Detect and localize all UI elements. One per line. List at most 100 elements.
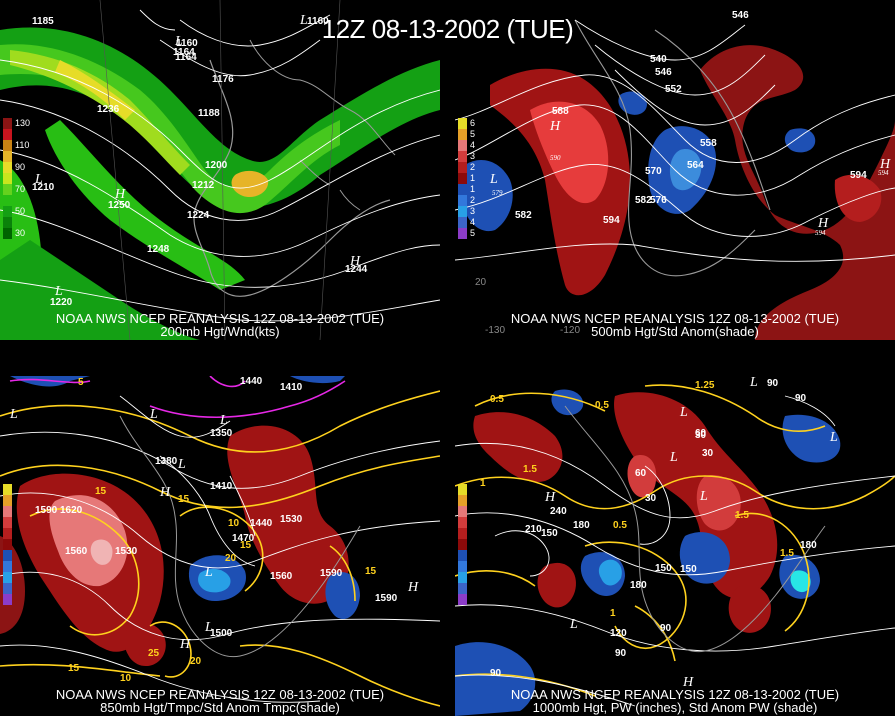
contour-label: 1160 [307,16,329,27]
colorbar-swatch [458,506,467,517]
contour-label: 1160 [176,38,198,49]
grid-label: -130 [485,325,505,336]
colorbar-label: 2 [470,195,476,205]
contour-label: 1200 [205,160,228,171]
contour-label: 1590 [35,505,58,516]
colorbar-label: 1 [470,173,476,183]
contour-label: 1440 [240,376,263,387]
colorbar-swatch [458,550,467,561]
isotherm-label: 20 [225,553,237,564]
contour-label: 1210 [32,182,55,193]
colorbar-swatch [458,484,467,495]
contour-label: 60 [635,468,647,479]
contour-label: 1590 [375,593,398,604]
contour-label: 1185 [32,16,54,27]
panel-1000mb: 90 90 60 30 60 30 240 210 180 150 180 90 120 150 150 90… [455,376,895,716]
contour-label: 540 [650,54,667,65]
map-850mb [0,376,440,707]
contour-label: 1164 [175,52,197,63]
colorbar-swatch [458,118,467,129]
pressure-center-label: L [177,457,186,472]
pressure-center-label: H [549,119,561,134]
colorbar-swatch [458,173,467,184]
contour-label: 582 [515,210,532,221]
contour-label: 1244 [345,264,368,275]
pressure-center-label: L [569,617,578,632]
pressure-center-label: L [749,376,758,390]
contour-label: 546 [655,67,672,78]
contour-label: 30 [645,493,657,504]
pressure-center-label: L [204,565,213,580]
pressure-center-value: 594 [815,229,826,237]
pressure-center-label: H [159,485,171,500]
colorbar-swatch [458,561,467,572]
colorbar-swatch [458,583,467,594]
grid-label: 20 [475,277,487,288]
contour-label: 1188 [198,108,220,119]
contour-label: 150 [655,563,672,574]
pressure-center-label: L [149,407,158,422]
colorbar-swatch [3,118,12,129]
colorbar-swatch [3,217,12,228]
colorbar-swatch [3,129,12,140]
contour-label: 594 [603,215,620,226]
colorbar-label: 1 [470,184,476,194]
contour-label: 210 [525,524,542,535]
colorbar-swatch [458,217,467,228]
contour-label: 582 [635,195,652,206]
pressure-center-label: L [219,413,228,428]
pw-contour-label: 0.5 [595,400,609,411]
contour-label: 1248 [147,244,170,255]
isotherm-label: 10 [228,518,240,529]
isotherm-label: 5 [78,377,84,388]
contour-label: 90 [767,378,779,389]
pw-contour-label: 1.5 [735,510,749,521]
caption-source: NOAA NWS NCEP REANALYSIS 12Z 08-13-2002 … [55,687,385,702]
pressure-center-label: H [407,580,419,595]
pw-contour-label: 0.5 [613,520,627,531]
colorbar-swatch [458,129,467,140]
contour-label: 1236 [97,104,120,115]
colorbar-swatch [3,184,12,195]
colorbar-temp-anomaly [3,484,13,605]
contour-label: 1350 [210,428,233,439]
colorbar-label: 2 [470,162,476,172]
colorbar-swatch [458,528,467,539]
contour-label: 576 [650,195,667,206]
isotherm-label: 15 [68,663,80,674]
pw-contour-label: 1.5 [780,548,794,559]
pressure-center-label: H [682,675,694,690]
pressure-center-value: 590 [550,154,561,162]
pressure-center-label: H [114,187,126,202]
colorbar-wind: 130 110 90 70 50 30 [3,118,30,239]
contour-label: 1530 [280,514,303,525]
contour-label: 90 [660,623,672,634]
caption-source: NOAA NWS NCEP REANALYSIS 12Z 08-13-2002 … [510,687,840,702]
contour-label: 1560 [270,571,293,582]
panel-500mb: 546 540 546 552 588 558 570 564 582 576 594 582 594 H… [455,0,895,340]
colorbar-label: 70 [15,184,26,194]
pressure-center-label: H [349,254,361,269]
pressure-center-label: L [489,172,498,187]
contour-label: 1212 [192,180,215,191]
pw-contour-label: 1.5 [523,464,537,475]
colorbar-swatch [458,228,467,239]
colorbar-label: 50 [15,206,26,216]
colorbar-swatch [3,206,12,217]
labels-500mb: 546540546552588558570564582576594582594H… [475,10,891,336]
colorbar-swatch [3,228,12,239]
colorbar-swatch [3,140,12,151]
contour-label: 1620 [60,505,83,516]
colorbar-swatch [3,173,12,184]
contour-label: 30 [695,430,707,441]
colorbar-swatch [3,528,12,539]
isotherm-label: 25 [148,648,160,659]
pw-contour-label: 0.5 [490,394,504,405]
panel-850mb: 1440 1410 1350 1380 1590 1620 1560 1530 1410 1470… [0,376,440,716]
contour-label: 30 [702,448,714,459]
colorbar-label: 4 [470,217,476,227]
colorbar-swatch [3,495,12,506]
